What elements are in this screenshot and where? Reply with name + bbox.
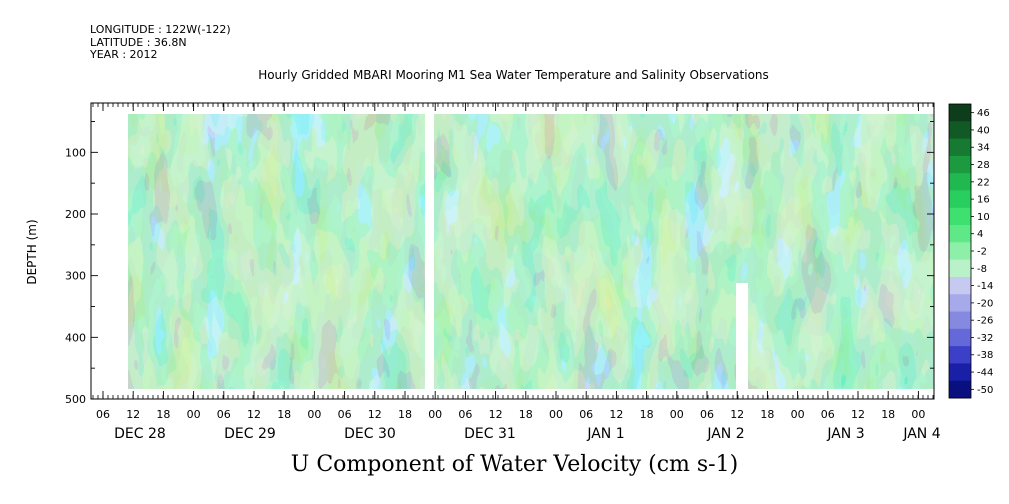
date-label: DEC 31 [464,426,516,442]
colorbar-label: 40 [977,125,990,136]
y-tick-label: 100 [65,146,86,159]
date-label: DEC 28 [114,426,166,442]
colorbar-label: 16 [977,195,990,206]
colorbar-swatch [949,155,971,174]
latitude-label: LATITUDE : 36.8N [90,35,187,49]
x-tick-label: 06 [96,408,110,421]
x-tick-label: 06 [458,408,472,421]
date-label: DEC 29 [224,426,276,442]
x-tick-label: 18 [519,408,533,421]
colorbar-label: -38 [977,350,993,361]
x-tick-label: 18 [881,408,895,421]
x-tick-label: 00 [187,408,201,421]
axis-ticks [91,103,934,400]
colorbar-label: -8 [977,264,987,275]
x-tick-labels: 06 12 18 00 06 12 18 00 06 12 18 00 06 12 18 00 06 12 18 00… [96,408,925,421]
x-tick-label: 00 [428,408,442,421]
x-tick-label: 12 [609,408,623,421]
colorbar-swatch [949,190,971,209]
x-tick-label: 12 [126,408,140,421]
x-tick-label: 18 [760,408,774,421]
y-tick-label: 300 [65,270,86,283]
x-tick-label: 06 [700,408,714,421]
colorbar-swatch [949,225,971,243]
x-tick-label: 18 [156,408,170,421]
x-tick-label: 00 [791,408,805,421]
colorbar-label: 22 [977,177,990,188]
x-tick-label: 06 [338,408,352,421]
colorbar-label: -14 [977,281,993,292]
colorbar-label: 34 [977,143,990,154]
x-tick-label: 00 [307,408,321,421]
colorbar-label: -2 [977,246,987,257]
x-tick-label: 18 [277,408,291,421]
colorbar-label: 10 [977,212,990,223]
colorbar-swatch [949,242,971,261]
y-tick-label: 500 [65,393,86,406]
date-label: JAN 2 [706,426,744,442]
date-label: JAN 3 [826,426,864,442]
data-gap [736,283,748,389]
x-tick-label: 06 [217,408,231,421]
colorbar-swatch [949,346,971,364]
colorbar-label: -26 [977,316,993,327]
x-tick-label: 06 [579,408,593,421]
date-label: DEC 30 [344,426,396,442]
colorbar-label: 28 [977,160,990,171]
y-tick-label: 200 [65,208,86,221]
colorbar-label: -50 [977,385,993,396]
y-tick-label: 400 [65,331,86,344]
year-label: YEAR : 2012 [90,48,158,61]
colorbar-swatch [949,138,971,157]
colorbar-swatch [949,259,971,278]
colorbar-swatch [949,311,971,330]
x-tick-label: 00 [911,408,925,421]
colorbar-label: -32 [977,333,993,344]
colorbar-swatch [949,173,971,191]
chart-title: Hourly Gridded MBARI Mooring M1 Sea Wate… [258,68,769,82]
date-labels: DEC 28 DEC 29 DEC 30 DEC 31 JAN 1 JAN 2 JAN 3 J… [114,426,941,442]
x-tick-label: 00 [670,408,684,421]
colorbar-swatch [949,276,971,295]
x-tick-label: 12 [368,408,382,421]
x-tick-label: 06 [821,408,835,421]
colorbar-label: -44 [977,368,993,379]
date-label: JAN 4 [902,426,940,442]
plot-frame [90,102,935,400]
colorbar-label: -20 [977,298,993,309]
x-tick-label: 12 [247,408,261,421]
x-tick-label: 12 [730,408,744,421]
colorbar-swatch [949,380,971,399]
x-tick-label: 00 [549,408,563,421]
colorbar-label: 4 [977,229,983,240]
colorbar-swatch [949,294,971,313]
colorbar-swatch [949,328,971,347]
heatmap-right-panel [434,114,934,389]
heatmap-left-panel [128,114,425,389]
colorbar-swatch [949,363,971,382]
x-axis-title: U Component of Water Velocity (cm s-1) [290,452,739,477]
date-label: JAN 1 [586,426,624,442]
longitude-label: LONGITUDE : 122W(-122) [90,23,231,36]
colorbar-swatch [949,121,971,140]
y-tick-labels: 100 200 300 400 500 [65,146,86,406]
colorbar-swatch [949,104,971,122]
colorbar-label: 46 [977,108,990,119]
metadata-block: LONGITUDE : 122W(-122) LATITUDE : 36.8N … [90,23,231,62]
colorbar-swatch [949,207,971,226]
x-tick-label: 12 [851,408,865,421]
x-tick-label: 18 [640,408,654,421]
colorbar: 46 40 34 28 22 16 10 4 -2 -8 -14 -20 -26 -32 -38 -44 -50 [948,103,993,399]
x-tick-label: 18 [398,408,412,421]
heatmap-field [128,114,934,389]
x-tick-label: 12 [489,408,503,421]
